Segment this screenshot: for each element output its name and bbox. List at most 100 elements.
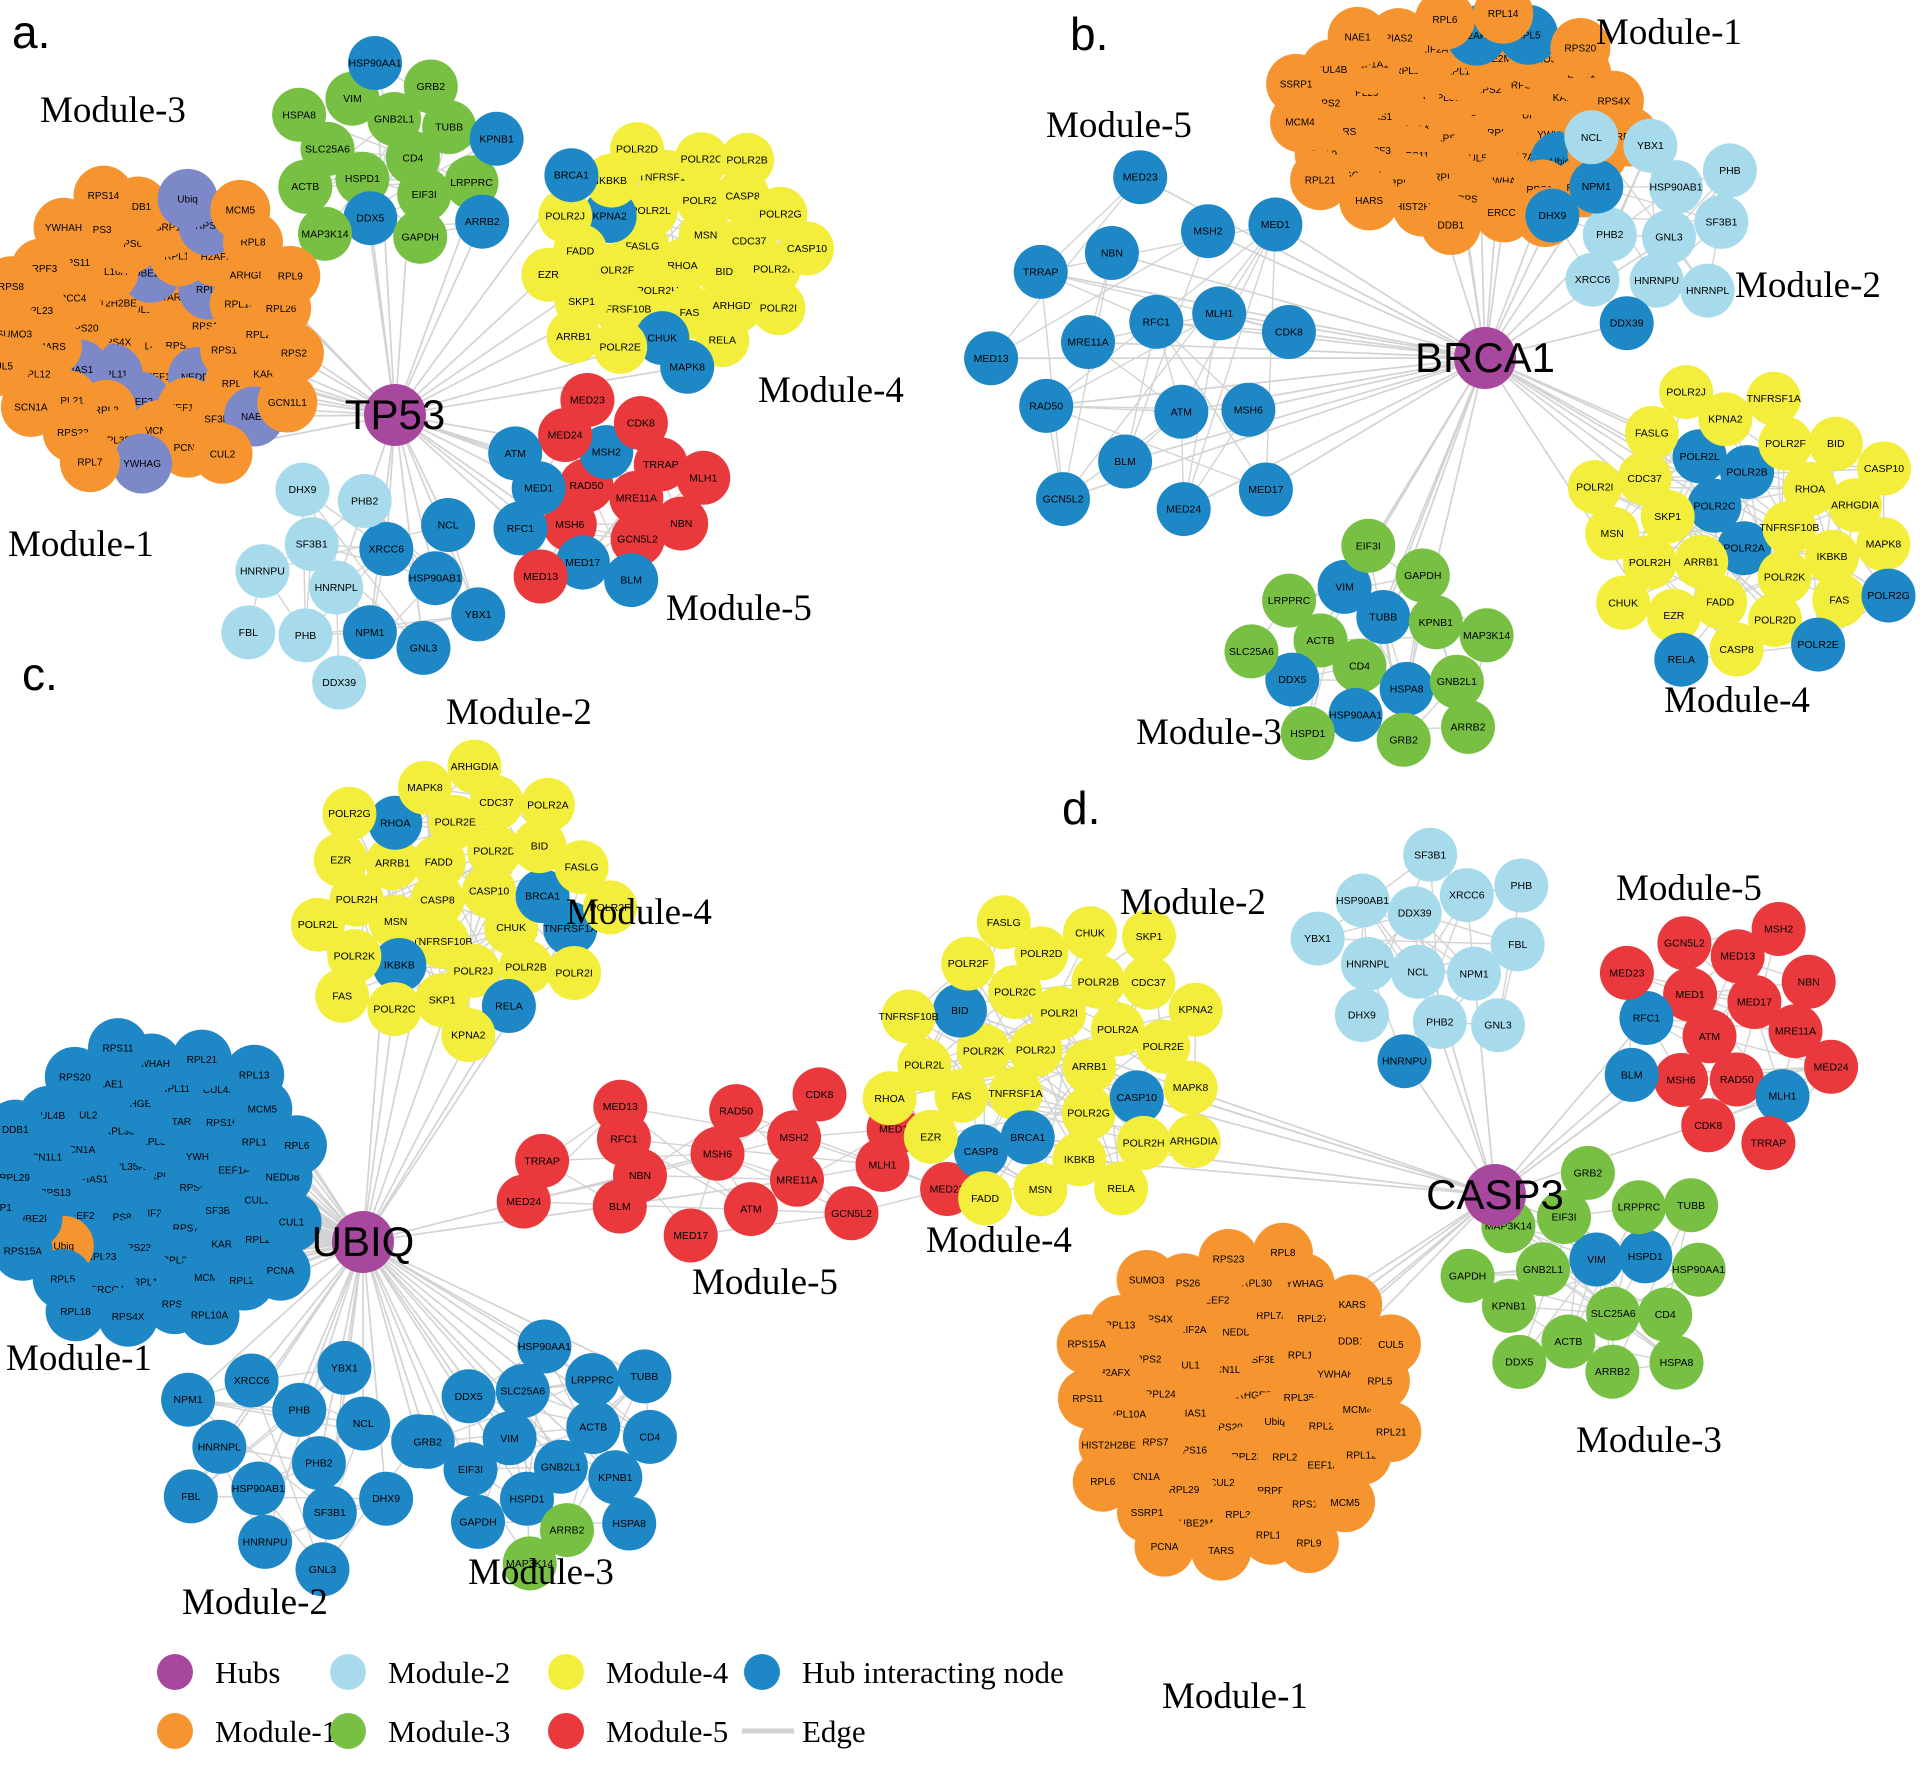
node-POLR2C bbox=[674, 132, 729, 187]
node-label: MED17 bbox=[1737, 997, 1772, 1009]
node-label: UBE2M bbox=[1179, 1519, 1213, 1530]
node-label: RPL7 bbox=[77, 458, 102, 469]
node-label: RPL21 bbox=[187, 1055, 218, 1066]
node-GNL3 bbox=[295, 1542, 350, 1597]
node-EIF3I bbox=[1341, 518, 1396, 573]
node-label: GAPDH bbox=[459, 1516, 496, 1528]
node-label: PCNA bbox=[267, 1266, 295, 1277]
node-label: XRCC6 bbox=[369, 544, 405, 556]
node-label: NPM1 bbox=[1582, 181, 1611, 193]
node-label: HNRNPL bbox=[198, 1441, 241, 1453]
node-label: POLR2E bbox=[1143, 1041, 1184, 1053]
node-PHB2 bbox=[1412, 994, 1467, 1049]
node-YBX1 bbox=[317, 1340, 372, 1395]
nodes-layer: CASP8 CASP10 TNFRSF10B FADD CHUK MSN POLR2D POL… bbox=[0, 739, 975, 1597]
node-MCM5 bbox=[1315, 1472, 1376, 1533]
node-CASP10 bbox=[1109, 1070, 1164, 1125]
node-label: YWHAH bbox=[1486, 177, 1523, 188]
module-title: Module-3 bbox=[468, 1552, 614, 1593]
node-label: MAPK8 bbox=[1173, 1082, 1209, 1094]
node-label: BID bbox=[951, 1005, 969, 1017]
node-MED23 bbox=[1599, 945, 1654, 1000]
node-NBN bbox=[654, 496, 709, 551]
node-MSH6 bbox=[1654, 1053, 1708, 1107]
node-label: POLR2C bbox=[1693, 500, 1735, 512]
node-label: KPNA2 bbox=[592, 211, 627, 223]
node-label: RPL29 bbox=[0, 1173, 30, 1184]
node-label: HNRNPU bbox=[1382, 1056, 1427, 1068]
panel-letter: a. bbox=[12, 6, 50, 58]
node-label: HSPD1 bbox=[1290, 728, 1325, 740]
node-label: RPL26 bbox=[162, 1255, 193, 1266]
node-label: HSPA8 bbox=[1660, 1357, 1694, 1369]
module-title: Module-5 bbox=[1616, 868, 1762, 909]
node-NBN bbox=[1084, 226, 1139, 280]
node-label: RELA bbox=[1668, 654, 1695, 666]
node-MED23 bbox=[560, 373, 615, 427]
node-MAP3K14 bbox=[1459, 608, 1514, 663]
node-label: POLR2B bbox=[726, 154, 767, 166]
node-EZR bbox=[313, 833, 368, 887]
node-label: DDX5 bbox=[1505, 1356, 1533, 1368]
legend-item-module-5: Module-5 bbox=[548, 1713, 728, 1749]
node-FADD bbox=[1693, 575, 1748, 630]
node-label: RPS13 bbox=[1292, 1499, 1324, 1510]
node-label: TNFRSF1A bbox=[988, 1088, 1042, 1100]
node-label: KPNB1 bbox=[479, 133, 514, 145]
node-label: SLC25A6 bbox=[500, 1386, 545, 1398]
node-label: FBL bbox=[1508, 939, 1527, 951]
node-label: NCL bbox=[438, 520, 459, 532]
node-label: RPL10A bbox=[90, 267, 128, 278]
node-label: RPL14 bbox=[133, 1278, 164, 1289]
node-label: ARHGEF4 bbox=[116, 1099, 164, 1110]
node-label: RPS23 bbox=[120, 1243, 152, 1254]
node-label: HSP90AB1 bbox=[1336, 895, 1389, 907]
node-label: CD4 bbox=[402, 153, 423, 165]
node-MAPK8 bbox=[660, 339, 715, 394]
node-label: NBN bbox=[629, 1170, 651, 1182]
node-GCN5L2 bbox=[610, 512, 665, 567]
node-label: POLR2E bbox=[435, 817, 476, 829]
node-label: RPL13 bbox=[1105, 1321, 1136, 1332]
node-label: CHUK bbox=[1075, 928, 1105, 940]
node-label: XRCC6 bbox=[234, 1375, 270, 1387]
node-POLR2F bbox=[941, 936, 996, 991]
node-label: BRCA1 bbox=[525, 891, 560, 903]
node-label: FAS bbox=[332, 990, 352, 1002]
node-label: TNFRSF1A bbox=[1747, 393, 1801, 405]
node-label: POLR2I bbox=[1576, 482, 1613, 494]
node-label: CASP10 bbox=[1117, 1092, 1157, 1104]
node-label: YBX1 bbox=[465, 609, 492, 621]
hub-BRCA1 bbox=[1454, 327, 1516, 389]
node-label: RPL27 bbox=[229, 1276, 260, 1287]
node-label: ATM bbox=[505, 448, 526, 460]
node-label: MAP3K14 bbox=[506, 1558, 553, 1570]
hub-label: CASP3 bbox=[1426, 1171, 1564, 1218]
node-PHB bbox=[272, 1382, 327, 1437]
node-NCL bbox=[421, 498, 476, 552]
node-MLH1 bbox=[676, 450, 731, 505]
node-label: POLR2B bbox=[505, 962, 546, 974]
node-GNL3 bbox=[1471, 998, 1525, 1053]
node-label: POLR2D bbox=[616, 144, 658, 156]
node-label: GCN5L2 bbox=[831, 1208, 872, 1220]
node-RELA bbox=[481, 979, 536, 1033]
module-title: Module-2 bbox=[182, 1582, 328, 1623]
node-label: POLR2J bbox=[1666, 387, 1706, 399]
node-label: RPS3 bbox=[85, 225, 112, 236]
node-label: MCM4 bbox=[1343, 1405, 1373, 1416]
node-label: POLR2D bbox=[473, 846, 515, 858]
node-label: VIM bbox=[1587, 1254, 1606, 1266]
node-RFC1 bbox=[493, 501, 548, 556]
node-label: RPL12 bbox=[20, 370, 51, 381]
node-CUL5 bbox=[1360, 1314, 1421, 1375]
node-label: MLH1 bbox=[868, 1159, 896, 1171]
hub-label: BRCA1 bbox=[1415, 334, 1555, 381]
node-YBX1 bbox=[1623, 118, 1678, 173]
node-PCNA bbox=[1134, 1516, 1195, 1577]
node-label: RPL35A bbox=[99, 435, 137, 446]
node-RPS15A bbox=[0, 1220, 53, 1281]
node-label: EZR bbox=[538, 269, 559, 281]
node-label: EEF1A2 bbox=[218, 1165, 256, 1176]
node-label: ARRB2 bbox=[549, 1525, 584, 1537]
